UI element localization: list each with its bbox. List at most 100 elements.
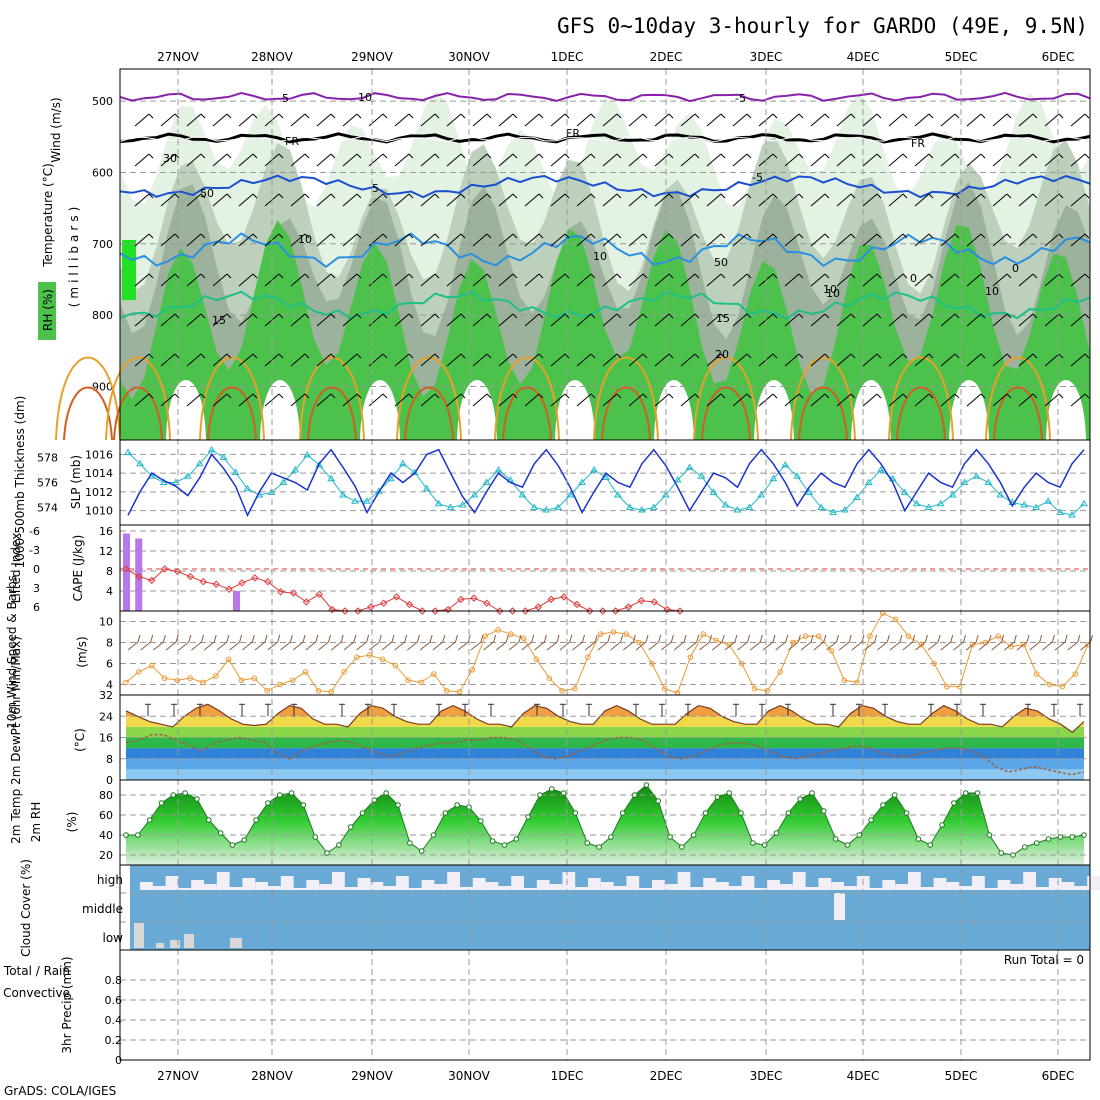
wind-barb-flag — [304, 233, 310, 239]
wind-barb — [888, 233, 904, 247]
upper-ylabel-units: (millibars) — [67, 203, 81, 308]
rh2m-point — [655, 798, 662, 804]
wind-barb-flag — [772, 393, 778, 399]
wind-barb-flag — [590, 393, 596, 399]
rh2m-point — [265, 800, 271, 806]
wind-barb — [212, 113, 228, 127]
rh2m-point — [596, 844, 602, 850]
wind-barb — [420, 153, 436, 167]
rh-clear-column — [260, 380, 300, 440]
cloud-high-gap — [805, 887, 819, 890]
wind-barb — [238, 113, 254, 127]
wind-barb-flag — [408, 313, 414, 319]
wind-barb-flag — [850, 233, 856, 239]
surface-wind-barb — [356, 641, 367, 651]
surface-wind-barb-flag — [137, 634, 141, 643]
surface-wind-barb-flag — [709, 634, 712, 643]
wind-barb — [498, 193, 514, 207]
wind-barb-flag — [616, 113, 622, 119]
wind-barb-flag — [564, 273, 570, 279]
rh2m-point — [560, 790, 567, 796]
wind-speed-point — [956, 683, 963, 690]
rh2m-point — [288, 790, 295, 796]
wind-barb — [784, 153, 800, 167]
wind-barb-flag — [200, 393, 206, 399]
wind-barb — [316, 273, 332, 287]
wind-barb — [290, 193, 306, 207]
cloud-high-gap — [588, 878, 601, 890]
thickness-point — [590, 466, 598, 473]
contour-label: 5 — [372, 182, 379, 195]
temp-ytick: 32 — [99, 689, 113, 702]
wind-barb-flag — [356, 113, 362, 119]
wind-barb — [394, 113, 410, 127]
wind-barb-flag — [564, 313, 570, 319]
wind-barb-flag — [252, 353, 258, 359]
wind-barb-flag — [564, 113, 570, 119]
wind-barb — [992, 153, 1008, 167]
wind-barb-flag — [330, 353, 336, 359]
surface-wind-barb-flag — [264, 634, 268, 643]
lifted-ytick: 0 — [33, 563, 40, 576]
wind-barb — [316, 153, 332, 167]
cloud-high-gap — [1087, 876, 1100, 890]
wind-barb — [1018, 193, 1034, 207]
wind-barb-flag — [746, 153, 752, 159]
surface-wind-barb — [648, 641, 660, 651]
wind-barb — [238, 313, 254, 327]
rh2m-point — [1045, 836, 1052, 842]
rh2m-ylabel: 2m RH — [29, 802, 43, 843]
surface-wind-barb-flag — [175, 634, 179, 643]
wind-barb — [836, 393, 852, 407]
wind-speed-point — [1059, 683, 1066, 690]
wind-barb-flag — [642, 153, 648, 159]
rh2m-point — [466, 804, 472, 810]
wind-barb — [888, 313, 904, 327]
surface-wind-barb-flag — [201, 634, 204, 643]
temp-contour-25 — [601, 386, 651, 441]
surface-wind-barb-flag — [162, 634, 166, 643]
wind-barb-flag — [278, 113, 284, 119]
surface-wind-barb-flag — [150, 634, 154, 643]
wind-barb — [732, 233, 748, 247]
wind-barb — [550, 393, 566, 407]
wind-barb-flag — [226, 393, 232, 399]
wind-barb-flag — [1032, 233, 1038, 239]
wind-speed-point — [341, 669, 347, 675]
rh2m-point — [324, 850, 330, 856]
wind-barb-flag — [148, 313, 154, 319]
wind-barb-flag — [1006, 273, 1012, 279]
rh2m-point — [891, 792, 898, 798]
thickness-point — [1044, 497, 1053, 504]
wind-barb-flag — [304, 393, 310, 399]
surface-wind-barb — [1054, 641, 1066, 651]
rh2m-point — [312, 834, 319, 840]
lifted-index-point — [624, 603, 633, 611]
cloud-high-gap — [895, 884, 908, 890]
wind-barb-flag — [538, 393, 544, 399]
date-label-bottom: 27NOV — [157, 1069, 199, 1083]
wind-barb — [888, 193, 904, 207]
surface-wind-barb-flag — [734, 634, 738, 643]
lifted-index-point — [264, 577, 272, 586]
wind-barb — [316, 113, 332, 127]
date-label-top: 28NOV — [251, 50, 293, 64]
cloud-high-gap — [882, 880, 896, 890]
wind-barb-flag — [954, 313, 960, 319]
wind-barb-flag — [1006, 193, 1012, 199]
lifted-ylabel: Lifted Index — [9, 533, 23, 604]
wind-barb — [1018, 273, 1034, 287]
thickness-point — [649, 503, 658, 510]
lifted-index-point — [418, 607, 427, 615]
wind-barb — [1044, 273, 1060, 287]
rh-legend-swatch — [38, 282, 56, 340]
wind-barb-flag — [486, 153, 492, 159]
rh2m-point — [276, 792, 283, 798]
wind-barb — [290, 393, 306, 407]
surface-wind-barb — [394, 641, 406, 651]
wind-barb — [446, 233, 462, 247]
surface-wind-barb-flag — [188, 634, 192, 643]
rh-clear-column — [457, 380, 497, 440]
surface-wind-barb — [229, 641, 240, 651]
